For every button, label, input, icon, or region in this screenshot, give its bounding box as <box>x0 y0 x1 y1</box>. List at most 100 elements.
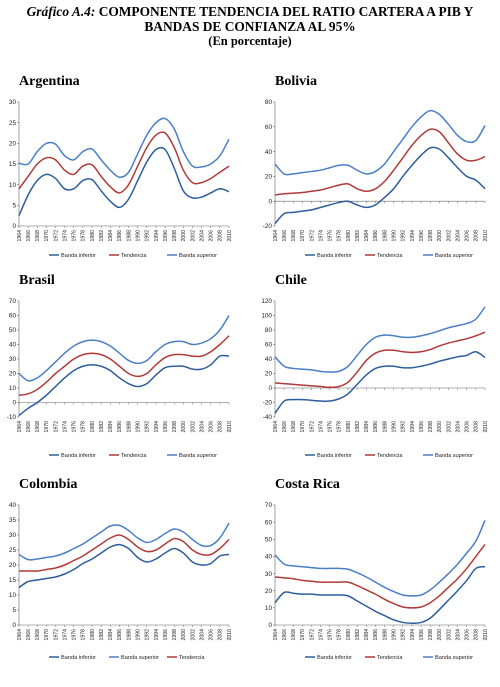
y-tick-label: 30 <box>9 99 17 106</box>
x-tick-label: 1994 <box>410 629 416 641</box>
x-tick-label: 1992 <box>145 421 151 433</box>
x-tick-label: 1998 <box>172 230 178 242</box>
x-tick-label: 1974 <box>62 629 68 641</box>
x-tick-label: 1976 <box>72 629 78 641</box>
x-tick-label: 1994 <box>410 230 416 242</box>
x-tick-label: 1972 <box>53 230 59 242</box>
x-tick-label: 1988 <box>126 421 132 433</box>
chart-colombia: Colombia 0 5 10 15 20 25 30 35 40 1964 1966 1968 1970… <box>9 477 233 661</box>
legend-label-banda-inferior: Banda inferior <box>61 253 96 259</box>
chart-title-bolivia: Bolivia <box>275 74 317 89</box>
x-tick-label: 2006 <box>465 230 471 242</box>
y-tick-label: -20 <box>263 400 273 407</box>
y-tick-label: 40 <box>265 356 273 363</box>
y-tick-label: 80 <box>265 327 273 334</box>
y-tick-label: 20 <box>9 371 17 378</box>
y-tick-label: 120 <box>261 298 272 305</box>
x-tick-label: 2010 <box>227 421 233 433</box>
x-tick-label: 1974 <box>62 230 68 242</box>
x-tick-label: 1970 <box>300 421 306 433</box>
x-tick-label: 1976 <box>328 421 334 433</box>
x-tick-label: 1986 <box>117 230 123 242</box>
x-tick-label: 1992 <box>401 230 407 242</box>
x-tick-label: 2004 <box>455 629 461 641</box>
series-line-banda-inferior <box>18 354 230 417</box>
chart-title-costa-rica: Costa Rica <box>275 477 340 492</box>
series-line-banda-inferior <box>18 543 230 589</box>
x-tick-label: 1976 <box>72 421 78 433</box>
y-tick-label: 0 <box>12 223 16 230</box>
x-tick-label: 2010 <box>483 230 489 242</box>
x-tick-label: 2000 <box>437 629 443 641</box>
x-tick-label: 1966 <box>282 230 288 242</box>
x-tick-label: 1968 <box>291 230 297 242</box>
x-tick-label: 2000 <box>181 629 187 641</box>
y-tick-label: 30 <box>9 356 17 363</box>
legend-label-banda-superior: Banda superior <box>435 253 473 259</box>
y-tick-label: 25 <box>9 547 17 554</box>
x-tick-label: 1978 <box>81 421 87 433</box>
y-tick-label: 100 <box>261 313 272 320</box>
figure-subtitle: (En porcentaje) <box>208 34 292 48</box>
y-tick-label: 0 <box>268 385 272 392</box>
x-tick-label: 1984 <box>108 629 114 641</box>
x-tick-label: 1966 <box>282 421 288 433</box>
y-tick-label: 10 <box>9 592 17 599</box>
x-tick-label: 1972 <box>53 629 59 641</box>
x-tick-label: 2010 <box>227 629 233 641</box>
x-tick-label: 1976 <box>328 629 334 641</box>
x-tick-label: 1990 <box>391 421 397 433</box>
x-tick-label: 2004 <box>455 230 461 242</box>
x-tick-label: 2008 <box>474 230 480 242</box>
legend-label-tendencia: Tendencia <box>121 253 147 259</box>
x-tick-label: 1966 <box>26 421 32 433</box>
legend-label-banda-inferior: Banda inferior <box>317 253 352 259</box>
y-tick-label: 20 <box>265 371 273 378</box>
chart-title-argentina: Argentina <box>19 74 80 89</box>
y-tick-label: -40 <box>263 414 273 421</box>
x-tick-label: 1996 <box>419 230 425 242</box>
x-tick-label: 1966 <box>282 629 288 641</box>
x-tick-label: 2004 <box>199 421 205 433</box>
x-tick-label: 1972 <box>309 421 315 433</box>
x-tick-label: 2000 <box>437 230 443 242</box>
x-tick-label: 1966 <box>26 629 32 641</box>
x-tick-label: 1976 <box>72 230 78 242</box>
x-tick-label: 2006 <box>465 629 471 641</box>
series-line-tendencia <box>274 543 486 609</box>
chart-brasil: Brasil -10 0 10 20 30 40 50 60 70 1964 1966 1968 1970… <box>7 273 233 459</box>
x-tick-label: 2008 <box>218 421 224 433</box>
x-tick-label: 1978 <box>337 230 343 242</box>
series-line-banda-superior <box>274 520 486 597</box>
y-tick-label: 40 <box>9 502 17 509</box>
x-tick-label: 1974 <box>318 629 324 641</box>
x-tick-label: 2006 <box>209 230 215 242</box>
x-tick-label: 1964 <box>273 629 279 641</box>
series-line-banda-superior <box>274 306 486 373</box>
legend-label-banda-inferior: Banda inferior <box>317 453 352 459</box>
legend-label-tendencia: Tendencia <box>377 655 403 661</box>
y-tick-label: 70 <box>265 502 273 509</box>
x-tick-label: 1994 <box>154 629 160 641</box>
x-tick-label: 1998 <box>172 629 178 641</box>
series-line-banda-superior <box>274 109 486 176</box>
y-tick-label: 30 <box>9 532 17 539</box>
x-tick-label: 2006 <box>209 421 215 433</box>
x-tick-label: 1984 <box>108 230 114 242</box>
x-tick-label: 1964 <box>273 230 279 242</box>
x-tick-label: 1984 <box>364 629 370 641</box>
x-tick-label: 1968 <box>35 629 41 641</box>
legend-label-banda-superior: Banda superior <box>435 453 473 459</box>
x-tick-label: 1968 <box>35 421 41 433</box>
y-tick-label: 60 <box>265 519 273 526</box>
x-tick-label: 1968 <box>291 421 297 433</box>
x-tick-label: 2002 <box>190 421 196 433</box>
series-line-banda-superior <box>18 117 230 179</box>
y-tick-label: 40 <box>9 342 17 349</box>
x-tick-label: 1992 <box>145 230 151 242</box>
x-tick-label: 2006 <box>209 629 215 641</box>
y-tick-label: 50 <box>9 327 17 334</box>
y-tick-label: 50 <box>265 536 273 543</box>
x-tick-label: 2010 <box>483 629 489 641</box>
